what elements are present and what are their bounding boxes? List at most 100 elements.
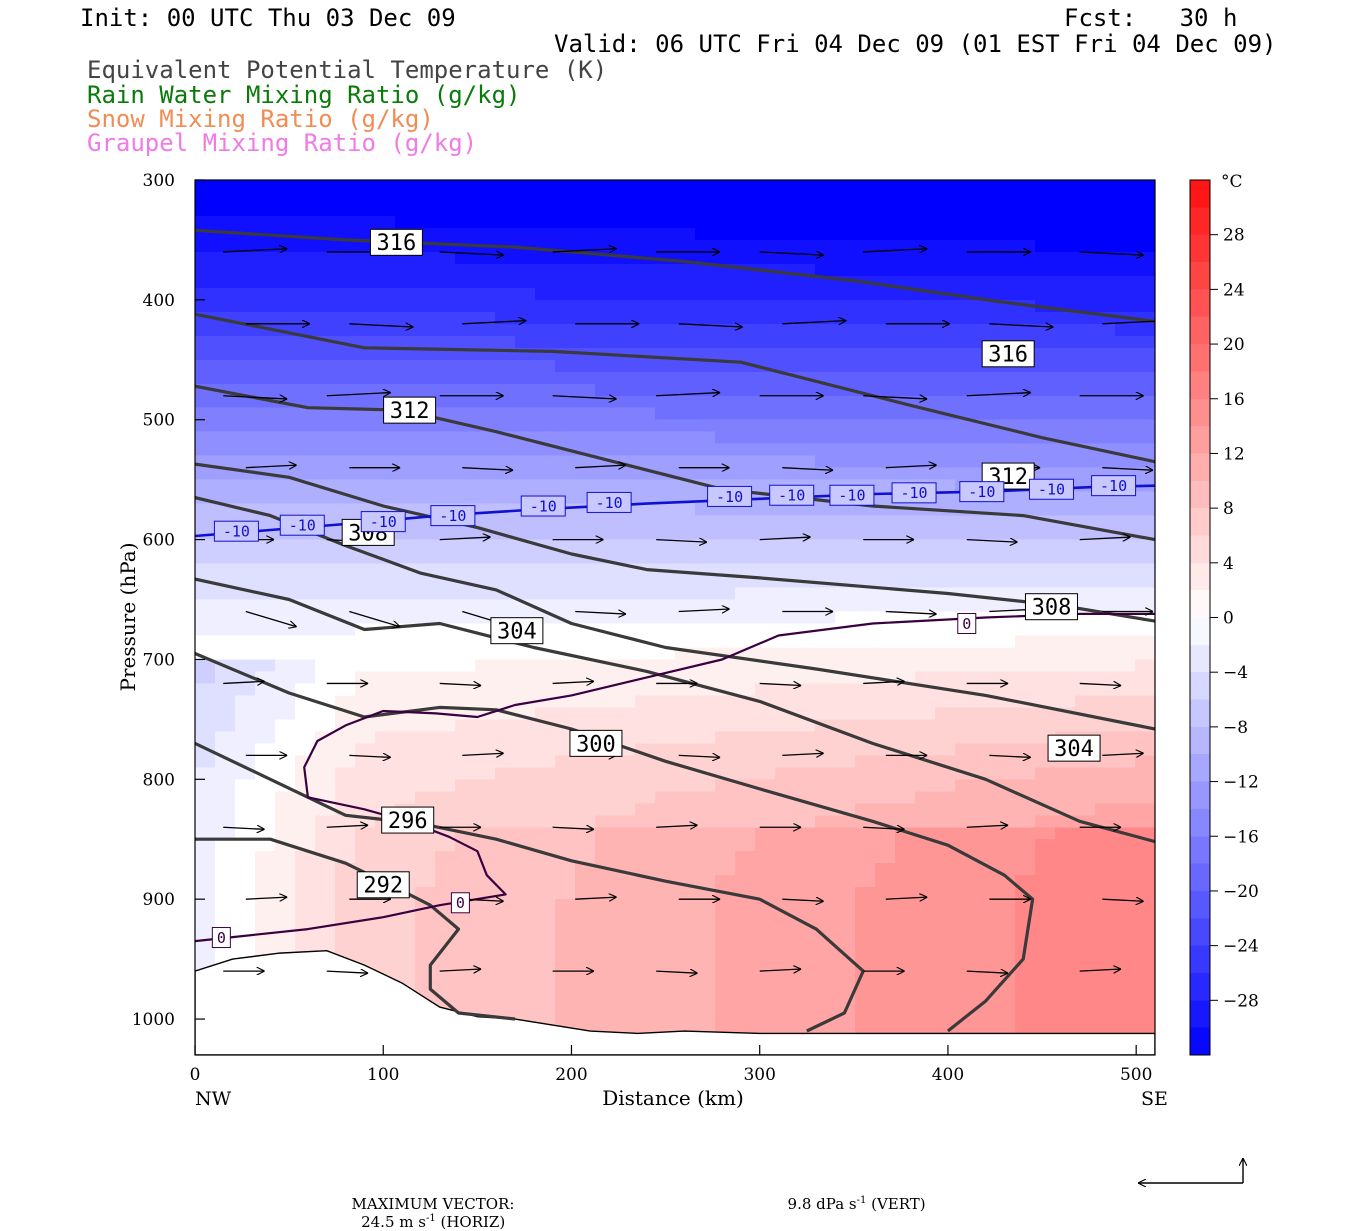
wind-vector xyxy=(1102,753,1143,755)
colorbar-tick-label: 24 xyxy=(1223,280,1245,300)
colorbar-segment xyxy=(1190,726,1210,755)
valid-time: Valid: 06 UTC Fri 04 Dec 09 (01 EST Fri … xyxy=(554,30,1277,58)
colorbar-segment xyxy=(1190,453,1210,482)
theta-e-contour-316 xyxy=(195,228,1155,323)
contour-label: 316 xyxy=(981,340,1035,368)
axes: 300 400 500 600 700 800 900 1000 0 100 200 300 400 50… xyxy=(132,171,1153,1085)
wind-vector xyxy=(1102,320,1155,325)
contour-label: 304 xyxy=(1047,734,1101,762)
colorbar-segment xyxy=(1190,808,1210,837)
wind-vector xyxy=(782,899,823,901)
x-axis-label: Distance (km) xyxy=(602,1086,744,1110)
wind-vector xyxy=(575,897,616,899)
contour-label: -10 xyxy=(520,495,566,517)
contour-label: -10 xyxy=(707,485,753,507)
isotherm-0 xyxy=(195,612,1155,943)
colorbar-tick-label: −24 xyxy=(1223,937,1259,957)
svg-text:-10: -10 xyxy=(439,507,466,525)
wind-vector xyxy=(575,612,626,615)
contour-label: -10 xyxy=(891,482,937,504)
wind-vector xyxy=(326,971,368,973)
wind-vector xyxy=(575,465,626,468)
svg-text:308: 308 xyxy=(1032,596,1072,621)
svg-text:-10: -10 xyxy=(716,488,743,506)
wind-vector xyxy=(782,753,823,755)
contour-label: -10 xyxy=(959,481,1005,503)
colorbar-segment xyxy=(1190,535,1210,564)
colorbar: 28 24 20 16 12 8 4 0 −4 −8 −12 −16 −20 −24 −28 xyxy=(1189,179,1259,1056)
contour-label: 0 xyxy=(211,927,231,949)
contour-label: 292 xyxy=(356,871,410,899)
x-tick-label: 500 xyxy=(1120,1065,1152,1085)
wind-vector xyxy=(1079,969,1121,971)
colorbar-tick-label: 4 xyxy=(1223,554,1234,574)
theta-e-contour-304 xyxy=(195,652,1035,1033)
wind-vector xyxy=(656,540,707,543)
init-time: Init: 00 UTC Thu 03 Dec 09 xyxy=(80,4,456,32)
contour-label: -10 xyxy=(213,520,259,542)
x-tick-label: 0 xyxy=(190,1065,201,1085)
terrain-surface xyxy=(195,950,1155,1055)
wind-vector xyxy=(678,324,743,327)
wind-vector xyxy=(439,683,481,685)
svg-text:-10: -10 xyxy=(596,494,623,512)
colorbar-segment xyxy=(1190,644,1210,673)
svg-text:-10: -10 xyxy=(838,487,865,505)
x-tick-label: 400 xyxy=(932,1065,964,1085)
colorbar-segment xyxy=(1190,781,1210,810)
wind-vector xyxy=(678,755,720,757)
colorbar-segment xyxy=(1190,562,1210,591)
right-endpoint-label: SE xyxy=(1141,1088,1168,1110)
colorbar-segment xyxy=(1190,863,1210,892)
wind-vector xyxy=(759,683,801,685)
svg-text:-10: -10 xyxy=(968,483,995,501)
wind-vector xyxy=(462,321,526,324)
wind-vector xyxy=(245,610,297,627)
colorbar-segment xyxy=(1190,918,1210,947)
wind-vector xyxy=(966,393,1031,396)
colorbar-segment xyxy=(1190,617,1210,646)
wind-vector xyxy=(223,681,264,683)
contour-label: 308 xyxy=(1024,593,1078,621)
y-tick-label: 400 xyxy=(143,291,175,311)
svg-text:316: 316 xyxy=(377,231,417,256)
colorbar-tick-label: −16 xyxy=(1223,827,1259,847)
wind-vector xyxy=(326,393,391,396)
wind-vector xyxy=(245,465,297,468)
wind-vector xyxy=(223,396,287,399)
colorbar-segment xyxy=(1190,398,1210,427)
svg-text:0: 0 xyxy=(456,894,465,912)
y-tick-label: 600 xyxy=(143,531,175,551)
colorbar-tick-label: −12 xyxy=(1223,773,1259,793)
svg-text:-10: -10 xyxy=(223,523,250,541)
wind-vector xyxy=(966,971,1008,973)
colorbar-tick-label: −8 xyxy=(1223,718,1248,738)
wind-vector xyxy=(885,897,927,899)
colorbar-tick-label: 8 xyxy=(1223,499,1234,519)
svg-text:-10: -10 xyxy=(778,487,805,505)
wind-vector xyxy=(1079,252,1144,255)
wind-vector xyxy=(439,537,491,540)
contour-label: -10 xyxy=(430,505,476,527)
colorbar-tick-label: −20 xyxy=(1223,882,1259,902)
contour-label: 296 xyxy=(381,806,435,834)
max-vector-horiz-suffix: (HORIZ) xyxy=(435,1213,506,1231)
y-tick-label: 1000 xyxy=(132,1010,175,1030)
y-tick-label: 300 xyxy=(143,171,175,191)
svg-text:-10: -10 xyxy=(1038,481,1065,499)
wind-vector xyxy=(656,825,697,827)
wind-vector xyxy=(885,465,937,468)
contour-label: -10 xyxy=(829,484,875,506)
x-tick-label: 100 xyxy=(367,1065,399,1085)
colorbar-tick-label: 12 xyxy=(1223,444,1245,464)
svg-text:0: 0 xyxy=(962,615,971,633)
contour-label: -10 xyxy=(279,514,325,536)
colorbar-segment xyxy=(1190,945,1210,974)
svg-text:304: 304 xyxy=(1054,737,1094,762)
colorbar-unit: °C xyxy=(1221,172,1243,192)
theta-e-contour-300 xyxy=(195,741,865,1033)
temperature-shading xyxy=(195,180,1155,1055)
field-title-snow: Snow Mixing Ratio (g/kg) xyxy=(87,105,434,133)
wind-vector xyxy=(439,969,481,971)
colorbar-segment xyxy=(1190,672,1210,701)
